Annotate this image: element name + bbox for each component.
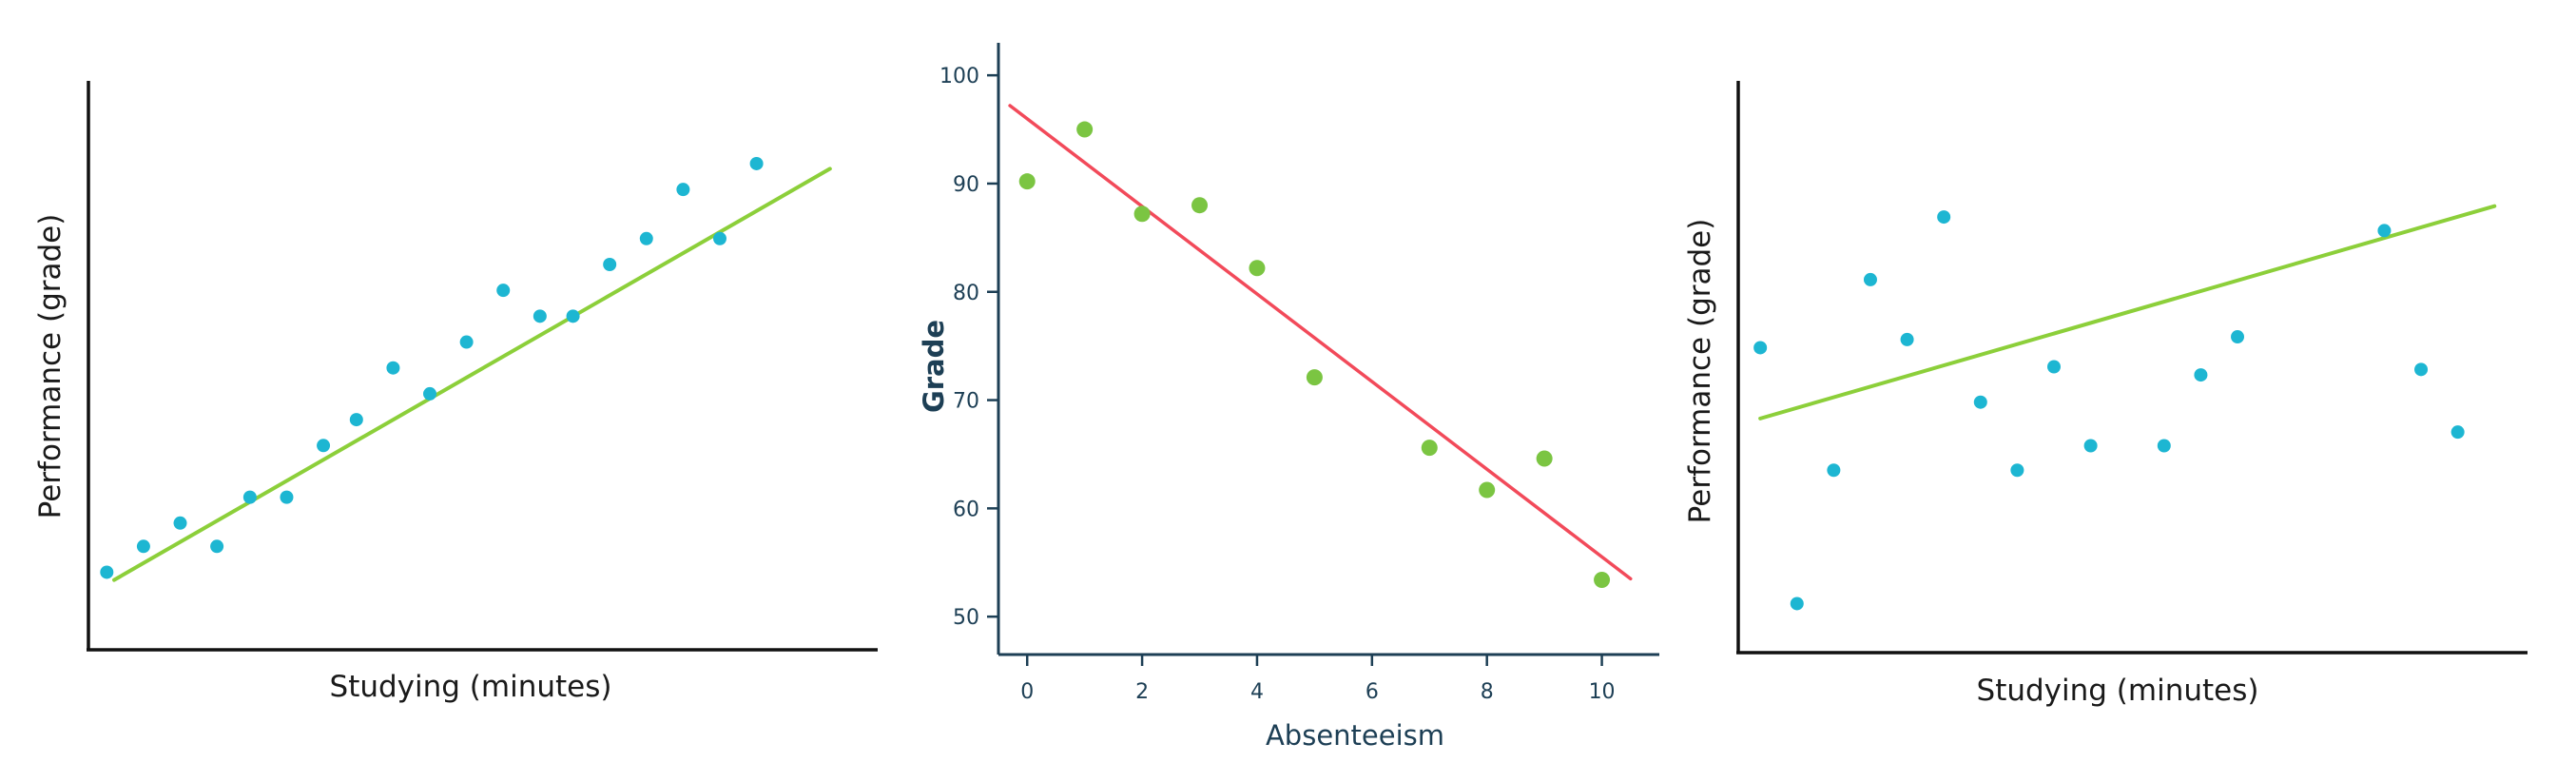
data-point <box>1018 173 1036 190</box>
data-point <box>210 539 224 554</box>
y-axis-label: Performance (grade) <box>33 214 68 519</box>
data-point <box>676 183 690 197</box>
y-tick-label: 100 <box>939 65 979 88</box>
data-point <box>2194 368 2208 382</box>
scatter-chart-1: Studying (minutes) Performance (grade) <box>33 81 878 704</box>
data-point <box>1249 260 1266 277</box>
data-point <box>566 309 580 323</box>
chart-marks <box>1753 204 2497 611</box>
data-point <box>1594 571 1611 588</box>
data-point <box>2231 330 2245 344</box>
data-point <box>2157 439 2171 453</box>
data-point <box>1753 341 1768 355</box>
data-point <box>1479 481 1496 499</box>
y-tick-label: 60 <box>953 498 979 521</box>
data-point <box>1191 197 1209 214</box>
data-point <box>2377 224 2392 238</box>
y-tick-label: 50 <box>953 606 979 630</box>
axis-ticks: 50 60 70 80 90 100 0 2 4 6 8 10 <box>939 65 1616 704</box>
data-point <box>386 361 400 375</box>
x-axis-label: Studying (minutes) <box>330 670 612 704</box>
x-tick-label: 6 <box>1365 680 1379 704</box>
x-tick-label: 2 <box>1135 680 1149 704</box>
chart-panel-2: 50 60 70 80 90 100 0 2 4 6 8 10 Absenteeism Grade <box>899 0 1688 763</box>
chart-panel-1: Studying (minutes) Performance (grade) <box>0 0 899 763</box>
data-point <box>1973 395 1987 409</box>
scatter-chart-2: 50 60 70 80 90 100 0 2 4 6 8 10 Absenteeism Grade <box>918 43 1659 752</box>
data-point <box>317 439 331 453</box>
data-point <box>459 335 474 349</box>
data-point <box>1790 597 1804 611</box>
data-point <box>533 309 547 323</box>
data-point <box>2083 439 2098 453</box>
y-axis-label: Grade <box>918 320 950 413</box>
y-tick-label: 90 <box>953 173 979 197</box>
chart-marks <box>1008 104 1633 588</box>
trend-line <box>1758 204 2497 421</box>
chart-panel-3: Studying (minutes) Performance (grade) <box>1683 0 2576 763</box>
data-point <box>2047 360 2061 374</box>
data-point <box>136 539 150 554</box>
x-axis-label: Studying (minutes) <box>1977 674 2259 708</box>
x-tick-label: 8 <box>1481 680 1494 704</box>
data-point <box>1827 463 1841 478</box>
data-point <box>100 565 114 579</box>
y-axis-label: Performance (grade) <box>1683 219 1717 524</box>
data-point <box>2010 463 2024 478</box>
data-point <box>349 413 363 427</box>
data-point <box>2450 425 2465 440</box>
chart-marks <box>100 156 832 582</box>
data-point <box>280 490 294 504</box>
data-point <box>1421 440 1438 457</box>
data-point <box>749 156 764 170</box>
data-point <box>1076 121 1094 138</box>
x-tick-label: 0 <box>1020 680 1034 704</box>
data-point <box>423 386 437 401</box>
data-point <box>1536 450 1553 467</box>
data-point <box>1306 369 1323 386</box>
trend-line <box>112 166 832 582</box>
data-point <box>2414 362 2429 377</box>
data-point <box>713 231 726 245</box>
data-point <box>1937 210 1951 225</box>
data-point <box>1900 332 1914 346</box>
x-tick-label: 4 <box>1250 680 1264 704</box>
x-tick-label: 10 <box>1589 680 1616 704</box>
data-point <box>1133 205 1151 223</box>
data-point <box>639 231 653 245</box>
scatter-chart-3: Studying (minutes) Performance (grade) <box>1683 81 2528 708</box>
data-point <box>1863 272 1877 286</box>
trend-line <box>1008 104 1633 581</box>
y-tick-label: 80 <box>953 282 979 305</box>
data-point <box>496 284 511 298</box>
data-point <box>173 516 187 530</box>
y-tick-label: 70 <box>953 390 979 414</box>
data-point <box>242 490 257 504</box>
data-point <box>603 257 617 271</box>
x-axis-label: Absenteeism <box>1266 719 1444 752</box>
